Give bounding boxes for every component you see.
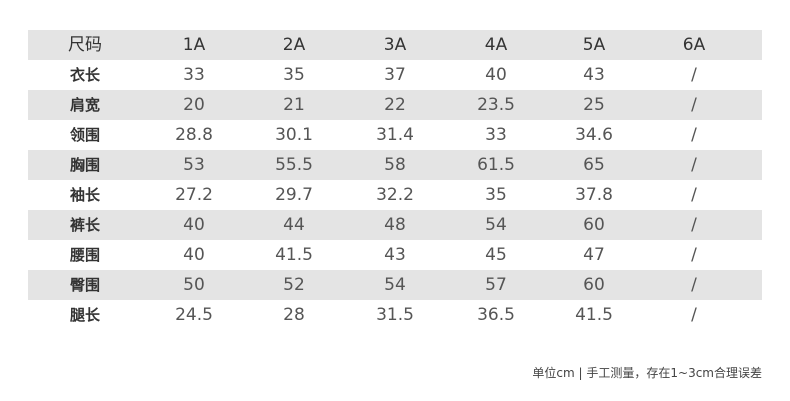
table-row: 臀围 50 52 54 57 60 / [28, 270, 762, 300]
cell: 30.1 [275, 125, 313, 145]
cell: 20 [183, 95, 205, 115]
cell: 33 [183, 65, 205, 85]
cell: 47 [583, 245, 605, 265]
size-table: 尺码 1A 2A 3A 4A 5A 6A 衣长 33 35 37 40 43 / 肩宽 20 21 22 23.5 2… [28, 30, 762, 330]
cell: 27.2 [175, 185, 213, 205]
cell: 36.5 [477, 305, 515, 325]
cell: 29.7 [275, 185, 313, 205]
row-label: 袖长 [69, 186, 100, 204]
cell: 41.5 [275, 245, 313, 265]
cell: 25 [583, 95, 605, 115]
cell: 35 [283, 65, 305, 85]
cell: / [691, 305, 697, 325]
cell: 37.8 [575, 185, 613, 205]
cell: 37 [384, 65, 406, 85]
cell: 44 [283, 215, 305, 235]
cell: 54 [485, 215, 507, 235]
cell: 2A [282, 35, 306, 55]
cell: / [691, 95, 697, 115]
cell: 5A [582, 35, 606, 55]
cell: 40 [485, 65, 507, 85]
cell: / [691, 65, 697, 85]
footnote: 单位cm | 手工测量，存在1~3cm合理误差 [532, 366, 762, 380]
cell: 28 [283, 305, 305, 325]
table-row: 胸围 53 55.5 58 61.5 65 / [28, 150, 762, 180]
row-label: 腿长 [69, 306, 100, 324]
cell: 35 [485, 185, 507, 205]
cell: 55.5 [275, 155, 313, 175]
cell: 43 [583, 65, 605, 85]
cell: 4A [484, 35, 508, 55]
cell: 60 [583, 275, 605, 295]
cell: 60 [583, 215, 605, 235]
cell: 23.5 [477, 95, 515, 115]
cell: 52 [283, 275, 305, 295]
row-label: 肩宽 [69, 96, 100, 114]
cell: 45 [485, 245, 507, 265]
cell: 24.5 [175, 305, 213, 325]
cell: 58 [384, 155, 406, 175]
header-row: 尺码 1A 2A 3A 4A 5A 6A [28, 30, 762, 60]
cell: / [691, 275, 697, 295]
cell: 43 [384, 245, 406, 265]
cell: / [691, 215, 697, 235]
cell: 28.8 [175, 125, 213, 145]
cell: 31.5 [376, 305, 414, 325]
row-label: 臀围 [69, 276, 100, 294]
row-label: 胸围 [69, 156, 100, 174]
cell: / [691, 155, 697, 175]
cell: 50 [183, 275, 205, 295]
cell: 65 [583, 155, 605, 175]
row-label: 腰围 [69, 246, 100, 264]
cell: 48 [384, 215, 406, 235]
cell: 53 [183, 155, 205, 175]
cell: 34.6 [575, 125, 613, 145]
table-row: 领围 28.8 30.1 31.4 33 34.6 / [28, 120, 762, 150]
table-row: 裤长 40 44 48 54 60 / [28, 210, 762, 240]
cell: 40 [183, 245, 205, 265]
row-label: 领围 [69, 126, 100, 144]
table-row: 衣长 33 35 37 40 43 / [28, 60, 762, 90]
cell: 1A [182, 35, 206, 55]
cell: / [691, 245, 697, 265]
cell: 54 [384, 275, 406, 295]
cell: 40 [183, 215, 205, 235]
cell: 57 [485, 275, 507, 295]
cell: 41.5 [575, 305, 613, 325]
table-row: 腿长 24.5 28 31.5 36.5 41.5 / [28, 300, 762, 330]
cell: 61.5 [477, 155, 515, 175]
cell: 21 [283, 95, 305, 115]
cell: 3A [383, 35, 407, 55]
cell: 6A [682, 35, 706, 55]
cell: 32.2 [376, 185, 414, 205]
cell: 22 [384, 95, 406, 115]
cell: 33 [485, 125, 507, 145]
cell: / [691, 125, 697, 145]
cell: 31.4 [376, 125, 414, 145]
table-row: 袖长 27.2 29.7 32.2 35 37.8 / [28, 180, 762, 210]
table-row: 肩宽 20 21 22 23.5 25 / [28, 90, 762, 120]
row-label: 尺码 [68, 35, 102, 55]
row-label: 裤长 [69, 216, 100, 234]
row-label: 衣长 [69, 66, 100, 84]
cell: / [691, 185, 697, 205]
table-row: 腰围 40 41.5 43 45 47 / [28, 240, 762, 270]
